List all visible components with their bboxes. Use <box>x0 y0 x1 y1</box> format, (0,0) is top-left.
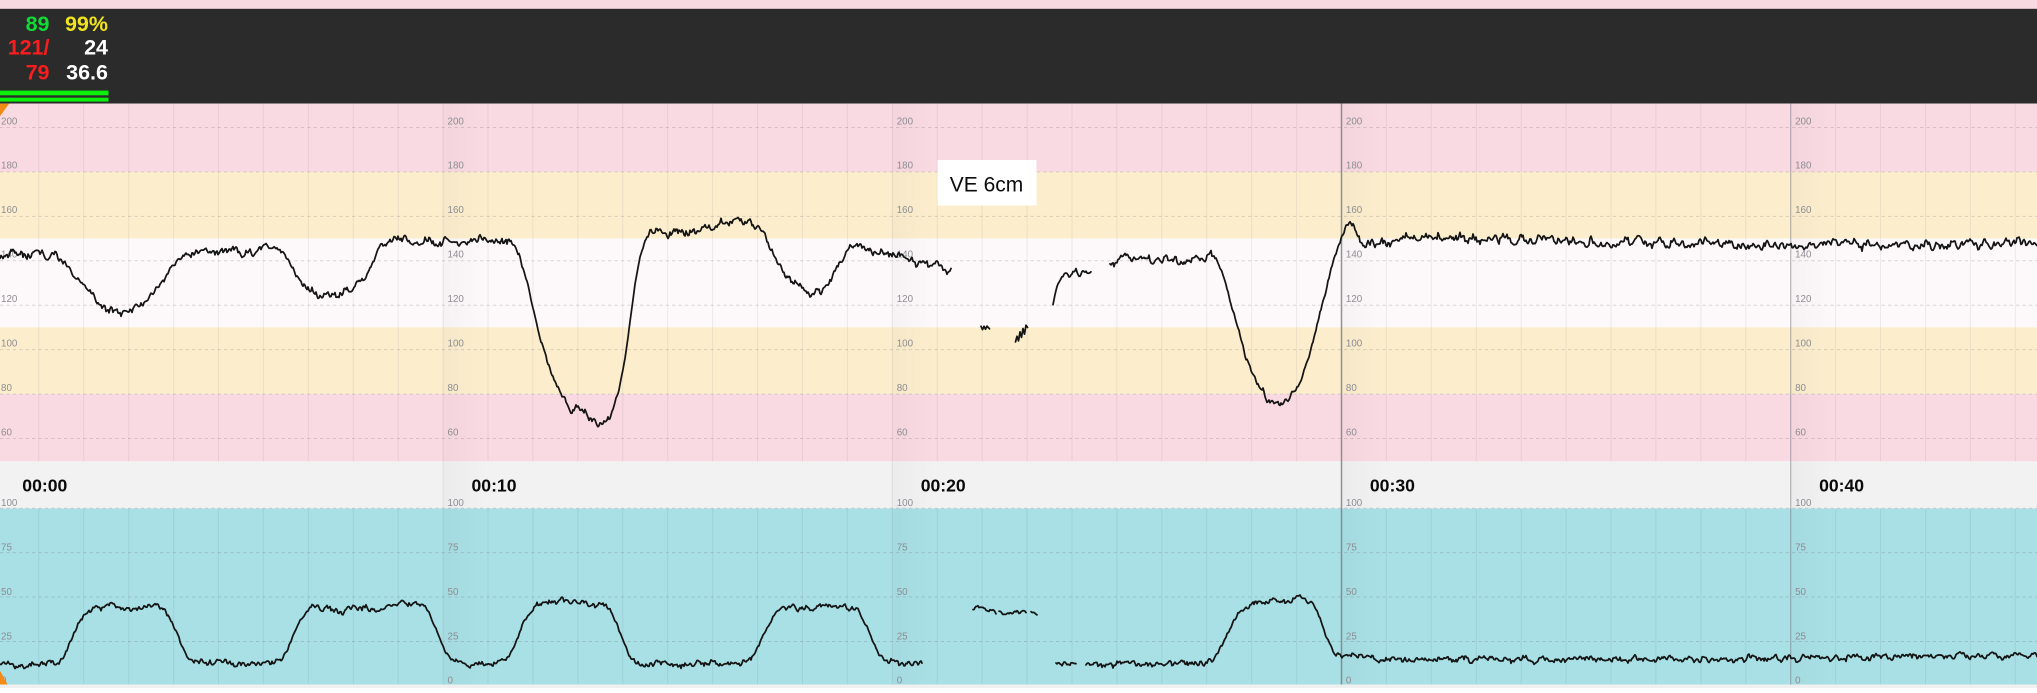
svg-text:100: 100 <box>1 498 18 509</box>
svg-text:25: 25 <box>1346 631 1357 642</box>
svg-text:200: 200 <box>1 116 18 127</box>
svg-text:0: 0 <box>448 676 454 687</box>
svg-text:60: 60 <box>1795 427 1806 438</box>
svg-text:100: 100 <box>897 498 914 509</box>
svg-text:100: 100 <box>1 338 18 349</box>
svg-text:50: 50 <box>1795 587 1806 598</box>
svg-text:80: 80 <box>448 383 459 394</box>
svg-text:160: 160 <box>1 205 18 216</box>
svg-text:140: 140 <box>1346 250 1363 261</box>
svg-text:0: 0 <box>1795 676 1801 687</box>
svg-text:50: 50 <box>448 587 459 598</box>
svg-text:200: 200 <box>1795 116 1812 127</box>
svg-text:100: 100 <box>1795 498 1812 509</box>
svg-text:120: 120 <box>448 294 465 305</box>
svg-text:180: 180 <box>448 161 465 172</box>
svg-text:100: 100 <box>1346 338 1363 349</box>
svg-text:180: 180 <box>1 161 18 172</box>
svg-text:75: 75 <box>1 542 12 553</box>
svg-text:99%: 99% <box>65 12 108 36</box>
svg-text:140: 140 <box>897 250 914 261</box>
svg-text:80: 80 <box>897 383 908 394</box>
svg-text:25: 25 <box>448 631 459 642</box>
svg-text:60: 60 <box>1 427 12 438</box>
svg-text:180: 180 <box>1795 161 1812 172</box>
svg-text:80: 80 <box>1 383 12 394</box>
svg-text:75: 75 <box>1795 542 1806 553</box>
svg-text:50: 50 <box>1346 587 1357 598</box>
svg-text:25: 25 <box>1795 631 1806 642</box>
svg-text:VE 6cm: VE 6cm <box>950 174 1024 197</box>
svg-text:100: 100 <box>1346 498 1363 509</box>
svg-text:79: 79 <box>26 60 50 84</box>
svg-text:160: 160 <box>1346 205 1363 216</box>
svg-text:75: 75 <box>897 542 908 553</box>
svg-text:180: 180 <box>1346 161 1363 172</box>
svg-text:100: 100 <box>1795 338 1812 349</box>
svg-text:00:10: 00:10 <box>472 475 517 495</box>
svg-text:75: 75 <box>448 542 459 553</box>
svg-text:140: 140 <box>1795 250 1812 261</box>
svg-text:120: 120 <box>897 294 914 305</box>
svg-text:00:40: 00:40 <box>1819 475 1864 495</box>
svg-text:80: 80 <box>1795 383 1806 394</box>
svg-text:120: 120 <box>1346 294 1363 305</box>
svg-text:24: 24 <box>84 36 108 60</box>
svg-text:160: 160 <box>897 205 914 216</box>
svg-text:120: 120 <box>1 294 18 305</box>
svg-text:200: 200 <box>1346 116 1363 127</box>
svg-text:25: 25 <box>897 631 908 642</box>
svg-text:200: 200 <box>897 116 914 127</box>
svg-text:60: 60 <box>1346 427 1357 438</box>
svg-text:0: 0 <box>897 676 903 687</box>
svg-text:50: 50 <box>897 587 908 598</box>
svg-text:100: 100 <box>897 338 914 349</box>
svg-text:200: 200 <box>448 116 465 127</box>
svg-text:180: 180 <box>897 161 914 172</box>
svg-text:89: 89 <box>26 12 50 36</box>
svg-text:00:00: 00:00 <box>22 475 67 495</box>
svg-text:140: 140 <box>448 250 465 261</box>
svg-text:160: 160 <box>1795 205 1812 216</box>
svg-text:75: 75 <box>1346 542 1357 553</box>
svg-text:100: 100 <box>448 498 465 509</box>
svg-text:120: 120 <box>1795 294 1812 305</box>
svg-text:50: 50 <box>1 587 12 598</box>
svg-text:121/: 121/ <box>8 36 50 60</box>
svg-text:80: 80 <box>1346 383 1357 394</box>
svg-text:100: 100 <box>448 338 465 349</box>
svg-text:160: 160 <box>448 205 465 216</box>
svg-text:60: 60 <box>897 427 908 438</box>
svg-text:00:30: 00:30 <box>1370 475 1415 495</box>
svg-text:00:20: 00:20 <box>921 475 966 495</box>
svg-text:60: 60 <box>448 427 459 438</box>
svg-text:36.6: 36.6 <box>66 60 108 84</box>
svg-text:0: 0 <box>1346 676 1352 687</box>
svg-text:25: 25 <box>1 631 12 642</box>
